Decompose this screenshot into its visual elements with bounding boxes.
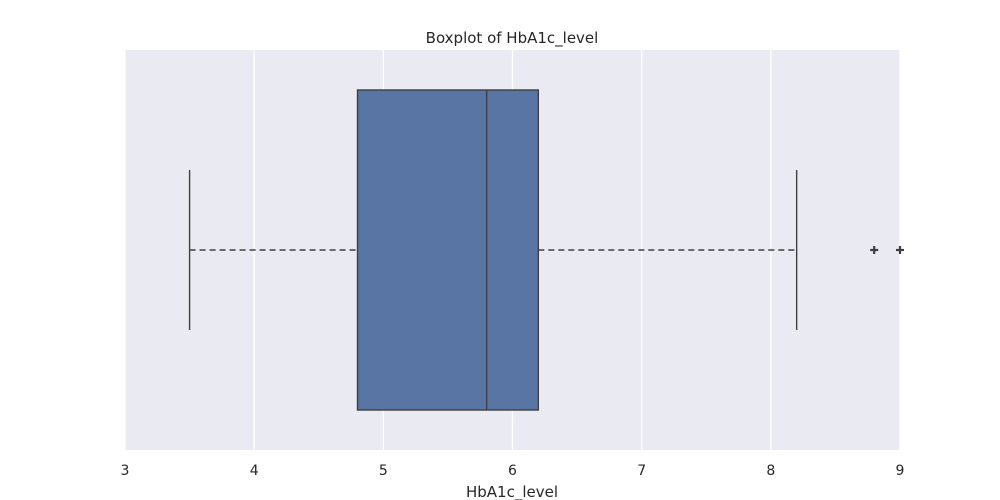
- x-axis-label: HbA1c_level: [466, 483, 558, 500]
- outlier-point: [870, 246, 879, 254]
- x-tick-label: 4: [250, 463, 259, 479]
- x-tick-label: 8: [766, 463, 775, 479]
- x-tick-label: 7: [637, 463, 646, 479]
- chart-title: Boxplot of HbA1c_level: [426, 29, 599, 48]
- outlier-point: [896, 246, 904, 254]
- x-tick-label: 3: [121, 463, 130, 479]
- x-tick-label: 9: [896, 463, 905, 479]
- x-tick-label: 6: [508, 463, 517, 479]
- x-tick-label: 5: [379, 463, 388, 479]
- iqr-box: [356, 89, 540, 411]
- x-axis-ticks: 3 4 5 6 7 8 9: [121, 463, 905, 479]
- box-marks: [188, 89, 904, 411]
